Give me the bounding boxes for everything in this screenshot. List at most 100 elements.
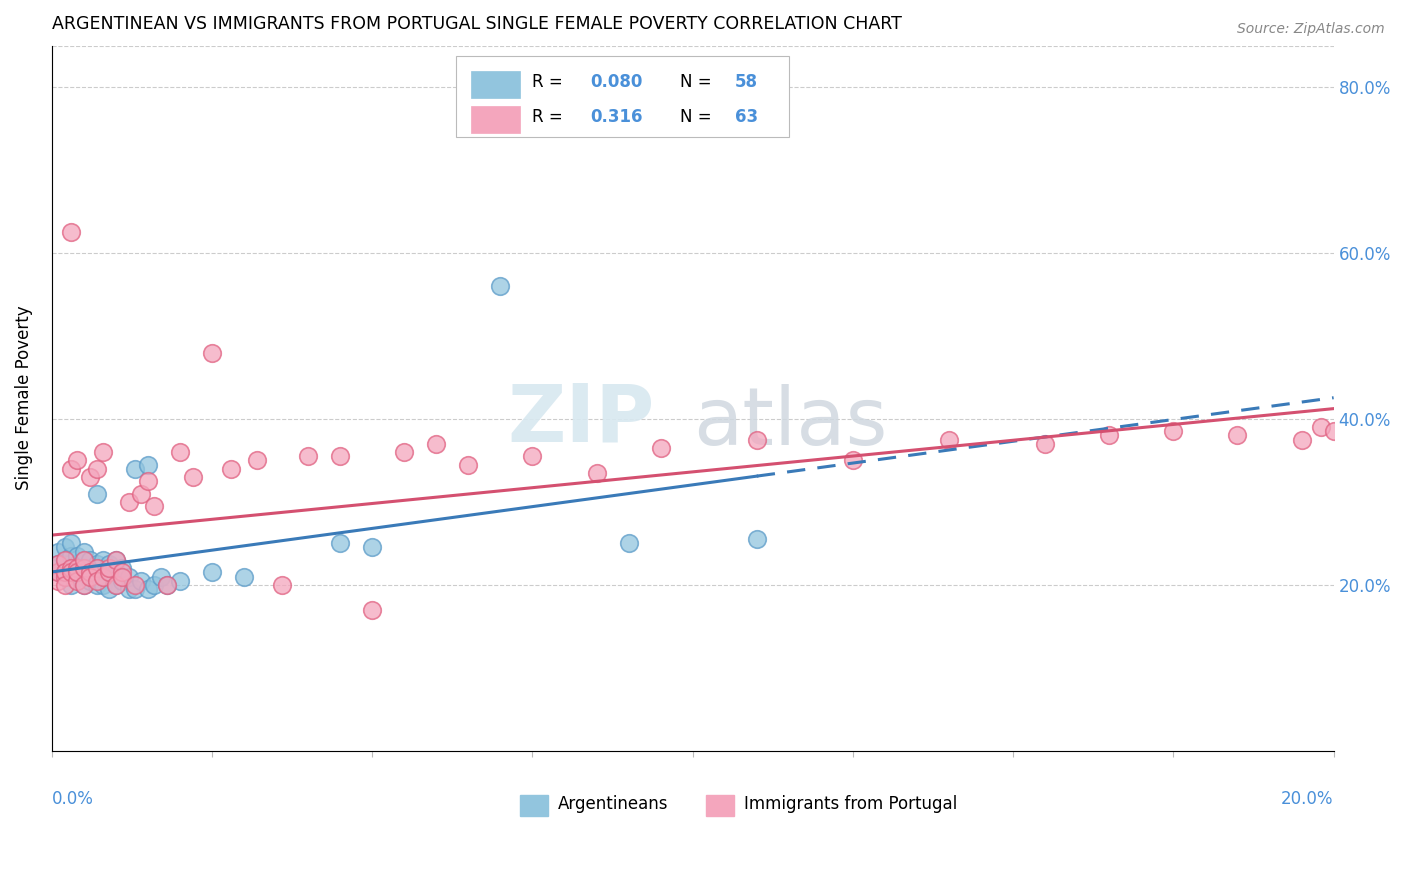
Point: [233, 569, 256, 583]
Point: [143, 499, 166, 513]
Point: [86, 561, 108, 575]
Point: [124, 578, 146, 592]
Point: [73, 553, 96, 567]
Point: [66, 549, 89, 563]
Bar: [471, 70, 520, 98]
Point: [66, 453, 89, 467]
Point: [201, 566, 224, 580]
Point: [745, 532, 768, 546]
Point: [46, 566, 69, 580]
Point: [522, 449, 544, 463]
Point: [118, 582, 141, 596]
Point: [361, 602, 384, 616]
Point: [66, 569, 89, 583]
Text: 63: 63: [735, 108, 758, 126]
Point: [59, 566, 82, 580]
Point: [111, 569, 134, 583]
Point: [79, 470, 101, 484]
Point: [73, 569, 96, 583]
Point: [79, 566, 101, 580]
Point: [361, 541, 384, 555]
Text: R =: R =: [533, 73, 568, 91]
Point: [73, 578, 96, 592]
Point: [86, 557, 108, 571]
Bar: [706, 795, 734, 816]
Point: [59, 461, 82, 475]
Point: [66, 557, 89, 571]
Point: [938, 433, 960, 447]
Point: [1291, 433, 1313, 447]
Text: 0.0%: 0.0%: [52, 789, 94, 807]
Point: [91, 569, 114, 583]
Text: ARGENTINEAN VS IMMIGRANTS FROM PORTUGAL SINGLE FEMALE POVERTY CORRELATION CHART: ARGENTINEAN VS IMMIGRANTS FROM PORTUGAL …: [52, 15, 901, 33]
Point: [46, 544, 69, 558]
Point: [59, 578, 82, 592]
Point: [104, 553, 127, 567]
Point: [118, 569, 141, 583]
Point: [104, 553, 127, 567]
Point: [745, 433, 768, 447]
Point: [59, 549, 82, 563]
Point: [79, 569, 101, 583]
Text: 58: 58: [735, 73, 758, 91]
Point: [104, 566, 127, 580]
Point: [91, 445, 114, 459]
Point: [329, 449, 352, 463]
Point: [329, 536, 352, 550]
Text: N =: N =: [681, 73, 717, 91]
Point: [156, 578, 179, 592]
Bar: [471, 106, 520, 133]
Point: [53, 578, 76, 592]
Point: [98, 566, 121, 580]
Point: [98, 561, 121, 575]
Point: [1098, 428, 1121, 442]
Text: Source: ZipAtlas.com: Source: ZipAtlas.com: [1237, 22, 1385, 37]
Bar: [520, 795, 548, 816]
Text: Immigrants from Portugal: Immigrants from Portugal: [744, 795, 957, 813]
Point: [53, 553, 76, 567]
Point: [118, 495, 141, 509]
Point: [73, 561, 96, 575]
Y-axis label: Single Female Poverty: Single Female Poverty: [15, 306, 32, 491]
Point: [136, 474, 159, 488]
Point: [73, 557, 96, 571]
Point: [842, 453, 865, 467]
Point: [246, 453, 269, 467]
Point: [271, 578, 294, 592]
Point: [79, 574, 101, 588]
Point: [124, 461, 146, 475]
Point: [143, 578, 166, 592]
Point: [86, 566, 108, 580]
Point: [1033, 437, 1056, 451]
Point: [98, 557, 121, 571]
Point: [297, 449, 319, 463]
Point: [91, 569, 114, 583]
Point: [79, 566, 101, 580]
Point: [46, 574, 69, 588]
Text: N =: N =: [681, 108, 717, 126]
Point: [59, 561, 82, 575]
Text: 0.316: 0.316: [591, 108, 643, 126]
Point: [1309, 420, 1331, 434]
Point: [53, 566, 76, 580]
Point: [59, 561, 82, 575]
Point: [1163, 425, 1185, 439]
Text: ZIP: ZIP: [508, 380, 654, 458]
Point: [169, 574, 191, 588]
Point: [181, 470, 204, 484]
Point: [91, 578, 114, 592]
Point: [1226, 428, 1249, 442]
Point: [111, 566, 134, 580]
Point: [66, 566, 89, 580]
Point: [79, 561, 101, 575]
Point: [1323, 425, 1346, 439]
Point: [86, 461, 108, 475]
Point: [617, 536, 640, 550]
Point: [86, 578, 108, 592]
Point: [79, 553, 101, 567]
FancyBboxPatch shape: [456, 56, 789, 137]
Point: [111, 574, 134, 588]
Point: [59, 225, 82, 239]
Point: [136, 582, 159, 596]
Point: [131, 486, 153, 500]
